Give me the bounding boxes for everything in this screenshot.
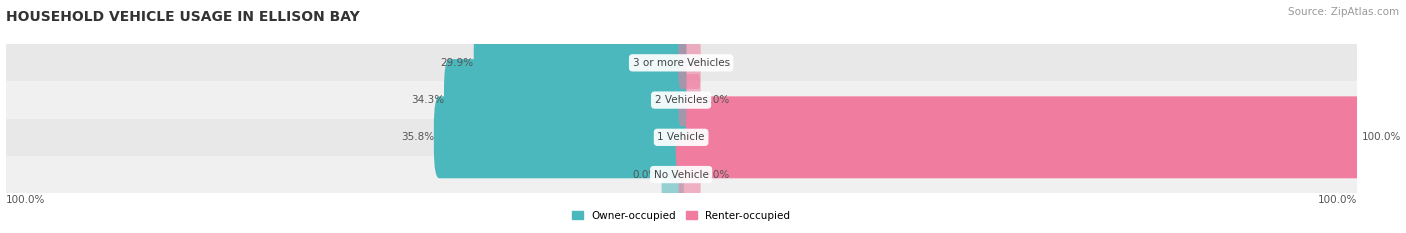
FancyBboxPatch shape	[434, 96, 686, 178]
Text: 1 Vehicle: 1 Vehicle	[658, 132, 704, 142]
Text: 0.0%: 0.0%	[703, 95, 730, 105]
Bar	[6, 82, 1357, 119]
FancyBboxPatch shape	[444, 59, 686, 141]
Bar	[6, 119, 1357, 156]
Text: 35.8%: 35.8%	[401, 132, 434, 142]
FancyBboxPatch shape	[679, 148, 700, 201]
Text: 0.0%: 0.0%	[703, 170, 730, 180]
Text: Source: ZipAtlas.com: Source: ZipAtlas.com	[1288, 7, 1399, 17]
Text: HOUSEHOLD VEHICLE USAGE IN ELLISON BAY: HOUSEHOLD VEHICLE USAGE IN ELLISON BAY	[6, 10, 360, 24]
Text: 34.3%: 34.3%	[411, 95, 444, 105]
FancyBboxPatch shape	[676, 96, 1362, 178]
FancyBboxPatch shape	[679, 37, 700, 89]
Bar	[6, 44, 1357, 82]
Text: 100.0%: 100.0%	[1317, 195, 1357, 205]
Text: 29.9%: 29.9%	[440, 58, 474, 68]
FancyBboxPatch shape	[662, 148, 683, 201]
Legend: Owner-occupied, Renter-occupied: Owner-occupied, Renter-occupied	[572, 211, 790, 221]
Text: 0.0%: 0.0%	[703, 58, 730, 68]
Text: 100.0%: 100.0%	[6, 195, 45, 205]
Text: 100.0%: 100.0%	[1362, 132, 1402, 142]
Text: No Vehicle: No Vehicle	[654, 170, 709, 180]
FancyBboxPatch shape	[474, 22, 686, 104]
Text: 0.0%: 0.0%	[633, 170, 659, 180]
Text: 3 or more Vehicles: 3 or more Vehicles	[633, 58, 730, 68]
Bar	[6, 156, 1357, 193]
Text: 2 Vehicles: 2 Vehicles	[655, 95, 707, 105]
FancyBboxPatch shape	[679, 74, 700, 126]
